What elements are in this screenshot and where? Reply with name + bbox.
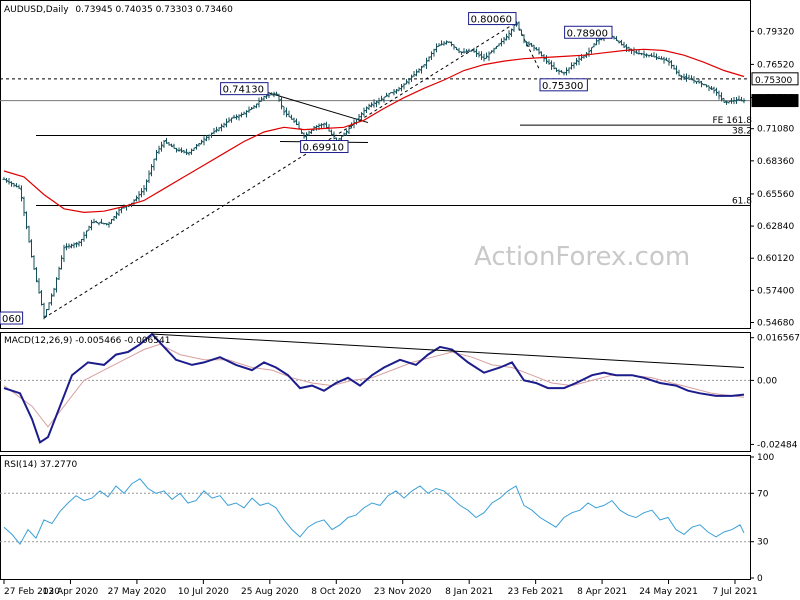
x-tick-label: 8 Apr 2021	[577, 587, 627, 597]
price-y-tick-label: 0.68360	[757, 157, 794, 167]
price-y-tick-label: 0.65560	[757, 190, 794, 200]
x-tick-label: 27 May 2020	[108, 587, 167, 597]
x-tick-label: 10 Jul 2020	[178, 587, 229, 597]
level-annotation-box	[220, 82, 269, 96]
level-annotation-label: 0.74130	[223, 85, 264, 96]
fib-level-label: FE 161.8	[713, 116, 753, 126]
x-tick-label: 8 Oct 2020	[311, 587, 361, 597]
macd-panel-frame	[0, 332, 751, 452]
trend-line	[515, 22, 541, 71]
watermark-text: ActionForex.com	[474, 242, 690, 272]
macd-y-tick-label: 0.00	[757, 376, 777, 386]
price-y-tick-label: 0.71080	[757, 125, 794, 135]
level-line-tag: 0.75300	[755, 76, 792, 86]
trend-line	[267, 92, 369, 124]
price-y-tick-label: 0.54680	[757, 319, 794, 329]
price-panel: 0.793200.765200.737200.710800.683600.655…	[0, 12, 799, 329]
price-y-tick-label: 0.60120	[757, 254, 794, 264]
level-annotation-label: 060	[2, 314, 21, 325]
x-tick-label: 25 Aug 2020	[241, 587, 299, 597]
rsi-panel: 100 70 30 0	[0, 453, 774, 584]
symbol-title: AUDUSD,Daily	[4, 5, 69, 15]
level-line-tag-box	[751, 72, 799, 86]
price-y-tick-label: 0.76520	[757, 60, 794, 70]
rsi-y-tick-label: 100	[757, 453, 774, 463]
level-annotation-label: 0.78900	[567, 28, 608, 39]
x-tick-label: 7 Jul 2021	[712, 587, 757, 597]
x-tick-label: 23 Feb 2021	[508, 587, 564, 597]
last-price-tag-box	[751, 94, 799, 108]
level-annotation-box	[300, 140, 349, 154]
rsi-y-tick-label: 70	[757, 489, 769, 499]
macd-y-tick-label: 0.016567	[757, 334, 800, 344]
moving-average-line	[3, 48, 745, 214]
level-annotation-box	[0, 311, 24, 325]
macd-trend-line	[151, 333, 745, 369]
rsi-y-tick-label: 0	[757, 574, 763, 584]
price-y-tick-label: 0.57400	[757, 286, 794, 296]
ohlc-header: 0.73945 0.74035 0.73303 0.73460	[75, 5, 233, 15]
level-annotation-box	[564, 25, 613, 39]
x-tick-label: 13 Apr 2020	[43, 587, 99, 597]
level-annotation-label: 0.80060	[471, 15, 512, 26]
level-annotation-box	[539, 78, 588, 92]
x-tick-label: 23 Nov 2020	[374, 587, 432, 597]
price-y-tick-label: 0.62840	[757, 222, 794, 232]
rsi-y-tick-label: 30	[757, 538, 769, 548]
rsi-line	[3, 478, 745, 545]
trend-line	[43, 22, 517, 319]
macd-panel-title: MACD(12,26,9) -0.005466 -0.006541	[4, 336, 170, 346]
price-y-tick-label: 0.79320	[757, 27, 794, 37]
level-annotation-box	[468, 12, 517, 26]
level-annotation-label: 0.75300	[542, 81, 583, 92]
rsi-panel-title: RSI(14) 37.2770	[4, 460, 77, 470]
macd-y-tick-label: -0.02484	[757, 440, 798, 450]
fib-level-label: 61.8	[732, 197, 752, 207]
price-panel-frame	[0, 0, 751, 329]
fib-level-label: 38.2	[732, 127, 752, 137]
x-tick-label: 24 May 2021	[639, 587, 698, 597]
macd-line	[3, 332, 745, 444]
price-panel-title: AUDUSD,Daily 0.73945 0.74035 0.73303 0.7…	[4, 5, 233, 15]
level-annotation-label: 0.69910	[303, 143, 344, 154]
last-price-tag: 0.73460	[755, 98, 792, 108]
x-tick-label: 27 Feb 2020	[4, 587, 60, 597]
x-tick-label: 8 Jan 2021	[445, 587, 493, 597]
macd-panel: 0.016567 0.00 -0.02484	[0, 332, 800, 450]
rsi-panel-frame	[0, 455, 751, 580]
